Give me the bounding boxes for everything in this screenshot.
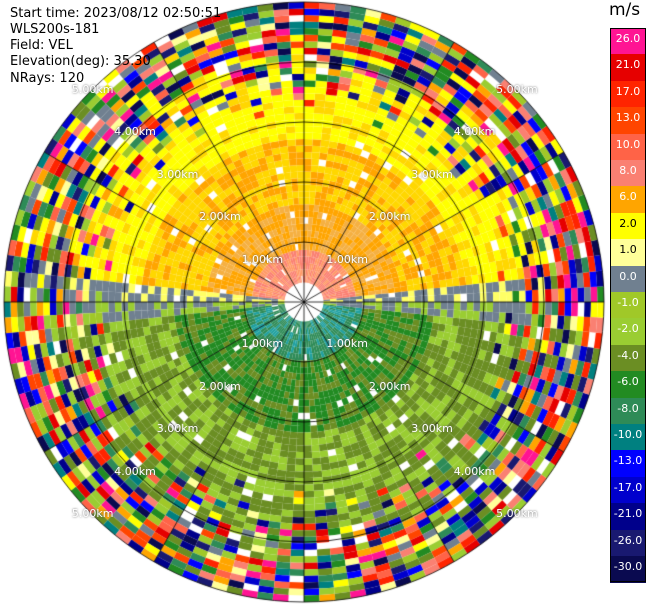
range-ring-label: 3.00km: [156, 422, 199, 436]
colorbar-swatch: [610, 503, 646, 531]
colorbar-tick-label: 17.0: [615, 84, 641, 98]
range-ring-label: 1.00km: [241, 252, 284, 266]
range-ring-label: 4.00km: [453, 464, 496, 478]
range-ring-label: 2.00km: [199, 210, 241, 224]
range-ring-label: 1.00km: [326, 337, 368, 351]
colorbar-tick-label: 2.0: [619, 216, 637, 230]
colorbar-swatch: [610, 529, 646, 557]
colorbar-tick-label: -10.0: [613, 428, 643, 441]
range-ring-label: 4.00km: [114, 125, 156, 139]
colorbar-swatch: [610, 212, 646, 241]
range-ring-label: 5.00km: [71, 507, 114, 521]
colorbar-tick-label: -21.0: [613, 507, 643, 521]
colorbar-tick-label: -26.0: [613, 533, 643, 547]
colorbar-unit: m/s: [609, 0, 641, 20]
colorbar-swatch: [610, 344, 646, 373]
range-ring-label: 3.00km: [156, 167, 199, 181]
colorbar-swatch: [610, 54, 646, 82]
range-ring-label: 5.00km: [496, 82, 538, 96]
range-ring-label: 3.00km: [411, 167, 453, 181]
colorbar-swatch: [610, 476, 646, 505]
colorbar-swatch: [610, 80, 646, 109]
colorbar-swatch: [610, 133, 646, 161]
colorbar-tick-label: 0.0: [619, 269, 637, 283]
range-ring-label: 5.00km: [71, 82, 114, 96]
colorbar-tick-label: 21.0: [615, 58, 641, 72]
colorbar-tick-label: 26.0: [615, 32, 641, 45]
range-ring-label: 5.00km: [496, 507, 538, 521]
colorbar-swatch: [610, 318, 646, 346]
colorbar-swatch: [610, 292, 646, 320]
range-ring-label: 1.00km: [326, 252, 368, 266]
colorbar-tick-label: 10.0: [615, 137, 641, 151]
colorbar-frame: [610, 28, 646, 583]
colorbar-swatch: [610, 450, 646, 478]
colorbar-tick-label: -4.0: [617, 348, 639, 362]
range-ring-label: 2.00km: [199, 379, 241, 393]
range-ring-label: 2.00km: [368, 379, 411, 393]
colorbar-tick-label: -8.0: [617, 401, 639, 415]
elevation-label: Elevation(deg): 35.30: [10, 54, 151, 69]
nrays-label: NRays: 120: [10, 71, 85, 86]
colorbar-swatch: [610, 186, 646, 214]
start-time-label: Start time: 2023/08/12 02:50:51: [10, 6, 222, 21]
colorbar-tick-label: 6.0: [619, 190, 637, 204]
range-ring-label: 3.00km: [411, 422, 453, 436]
instrument-label: WLS200s-181: [10, 22, 100, 37]
range-ring-label: 4.00km: [453, 125, 496, 139]
colorbar-tick-label: 8.0: [619, 164, 637, 177]
colorbar-swatch: [610, 371, 646, 399]
range-ring-label: 4.00km: [114, 464, 156, 478]
range-ring-label: 1.00km: [241, 337, 284, 351]
colorbar-swatch: [610, 239, 646, 267]
colorbar-swatch: [610, 107, 646, 135]
colorbar-tick-label: -13.0: [613, 454, 643, 468]
colorbar-tick-label: -2.0: [617, 322, 639, 336]
colorbar-tick-label: -30.0: [613, 560, 643, 573]
colorbar-tick-label: -1.0: [617, 296, 639, 309]
colorbar-tick-label: 13.0: [615, 111, 641, 125]
range-ring-label: 2.00km: [368, 210, 411, 224]
colorbar-swatch: [610, 424, 646, 452]
colorbar-swatch: [610, 556, 646, 584]
field-label: Field: VEL: [10, 38, 73, 53]
colorbar-swatch: [610, 265, 646, 293]
colorbar-swatch: [610, 28, 646, 56]
colorbar-tick-label: -17.0: [613, 480, 643, 494]
colorbar-swatch: [610, 397, 646, 425]
colorbar-swatch: [610, 160, 646, 188]
colorbar-tick-label: 1.0: [619, 243, 637, 257]
colorbar-tick-label: -6.0: [617, 375, 639, 389]
